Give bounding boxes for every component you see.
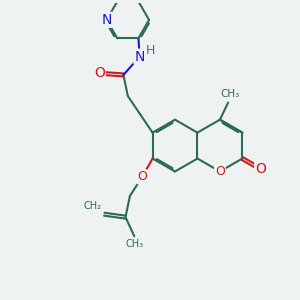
Text: N: N	[134, 50, 145, 64]
Text: CH₃: CH₃	[220, 89, 239, 99]
Text: O: O	[215, 165, 225, 178]
Text: CH₂: CH₂	[84, 201, 102, 211]
Text: O: O	[255, 162, 266, 176]
Text: H: H	[146, 44, 155, 57]
Text: O: O	[137, 170, 147, 183]
Text: O: O	[94, 66, 105, 80]
Text: N: N	[101, 13, 112, 27]
Text: CH₃: CH₃	[126, 239, 144, 249]
